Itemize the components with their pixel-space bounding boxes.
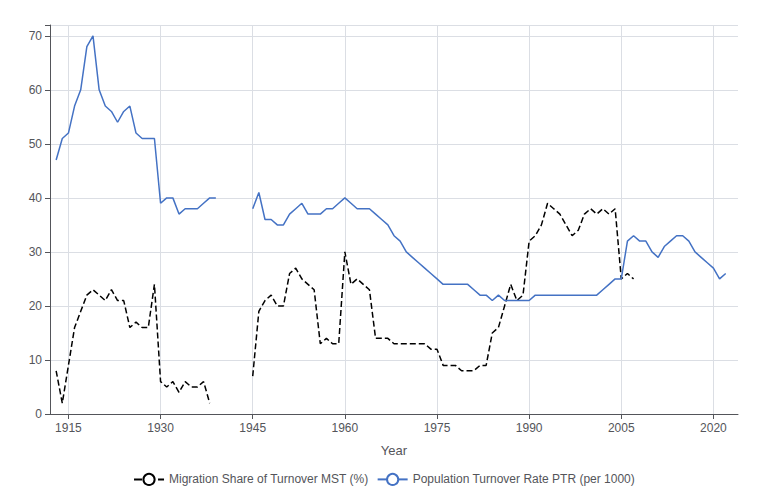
svg-text:1930: 1930 [147,421,174,435]
svg-text:Migration Share of Turnover MS: Migration Share of Turnover MST (%) [169,472,368,486]
svg-text:1960: 1960 [332,421,359,435]
svg-text:1990: 1990 [516,421,543,435]
svg-text:40: 40 [29,191,43,205]
svg-text:30: 30 [29,245,43,259]
svg-text:1915: 1915 [55,421,82,435]
svg-text:2020: 2020 [700,421,727,435]
svg-text:1975: 1975 [424,421,451,435]
svg-text:Year: Year [381,443,408,458]
svg-text:2005: 2005 [608,421,635,435]
svg-text:1945: 1945 [239,421,266,435]
svg-text:0: 0 [35,407,42,421]
svg-text:Population Turnover Rate PTR (: Population Turnover Rate PTR (per 1000) [413,472,635,486]
svg-text:10: 10 [29,353,43,367]
svg-text:70: 70 [29,29,43,43]
svg-text:60: 60 [29,83,43,97]
svg-text:20: 20 [29,299,43,313]
svg-text:50: 50 [29,137,43,151]
